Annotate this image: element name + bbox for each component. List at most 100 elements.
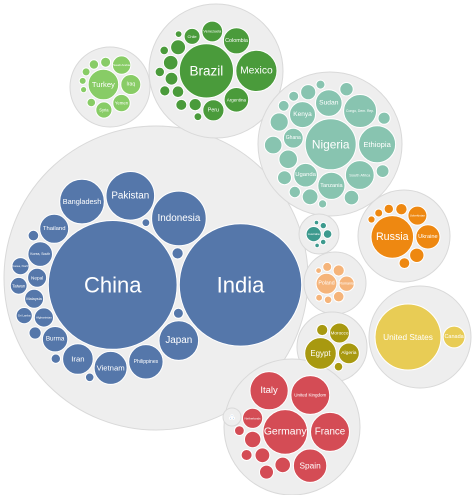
bubble-eastern-europe-7[interactable] (374, 208, 384, 218)
bubble-egypt[interactable] (304, 337, 337, 370)
bubble-middle-east-7[interactable] (86, 97, 97, 108)
bubble-venezuela[interactable] (201, 20, 224, 43)
bubble-western-europe-11[interactable] (234, 425, 245, 437)
bubble-sub-saharan-africa-19[interactable] (288, 185, 301, 199)
bubble-united-states[interactable] (374, 303, 442, 371)
bubble-algeria[interactable] (338, 342, 360, 365)
bubble-oceania-5[interactable] (313, 219, 320, 226)
bubble-central-europe-3[interactable] (332, 290, 345, 303)
bubble-uganda[interactable] (293, 162, 318, 188)
bubble-sub-saharan-africa-23[interactable] (318, 199, 328, 209)
bubble-pacific-1[interactable] (232, 416, 235, 420)
bubble-middle-east-9[interactable] (78, 76, 87, 85)
bubble-middle-east-8[interactable] (81, 67, 91, 77)
bubble-latin-america-11[interactable] (171, 85, 185, 98)
bubble-tanzania[interactable] (317, 171, 346, 200)
bubble-latin-america-10[interactable] (188, 98, 202, 112)
bubble-france[interactable] (310, 411, 350, 452)
bubble-latin-america-8[interactable] (162, 54, 179, 71)
bubble-syria[interactable] (95, 101, 113, 119)
bubble-pacific-2[interactable] (230, 414, 234, 418)
bubble-sub-saharan-africa-11[interactable] (263, 135, 283, 155)
bubble-oceania-2[interactable] (319, 221, 327, 230)
bubble-afghanistan[interactable] (33, 307, 55, 328)
bubble-canada[interactable] (442, 325, 466, 349)
bubble-iran[interactable] (62, 343, 94, 375)
bubble-uzbekistan[interactable] (407, 205, 428, 226)
bubble-indonesia[interactable] (151, 190, 207, 247)
bubble-central-europe-2[interactable] (332, 264, 345, 277)
bubble-yemen[interactable] (112, 93, 131, 113)
bubble-malaysia[interactable] (24, 288, 45, 309)
bubble-argentina[interactable] (223, 87, 250, 113)
bubble-sri-lanka[interactable] (15, 307, 33, 325)
bubble-central-europe-7[interactable] (315, 267, 323, 275)
bubble-north-africa-4[interactable] (333, 361, 344, 372)
bubble-turkey[interactable] (87, 68, 120, 101)
bubble-ukraine[interactable] (415, 224, 441, 250)
bubble-oceania-3[interactable] (319, 238, 327, 246)
bubble-chile[interactable] (183, 27, 201, 45)
bubble-east-south-asia-24[interactable] (141, 218, 151, 228)
bubble-latin-america-16[interactable] (193, 112, 203, 122)
bubble-east-south-asia-21[interactable] (172, 307, 184, 319)
bubble-nepal[interactable] (27, 267, 48, 288)
bubble-latin-america-13[interactable] (159, 85, 171, 97)
bubble-colombia[interactable] (222, 27, 251, 55)
bubble-sub-saharan-africa-12[interactable] (301, 188, 319, 206)
bubble-latin-america-7[interactable] (170, 39, 187, 56)
bubble-sudan[interactable] (315, 89, 343, 117)
bubble-pakistan[interactable] (105, 171, 156, 221)
bubble-central-europe-5[interactable] (323, 295, 333, 305)
bubble-mexico[interactable] (235, 49, 278, 93)
bubble-japan[interactable] (158, 320, 200, 361)
bubble-pacific-0[interactable] (229, 416, 232, 420)
bubble-poland[interactable] (315, 272, 338, 295)
bubble-vietnam[interactable] (93, 350, 128, 385)
bubble-sub-saharan-africa-14[interactable] (343, 189, 360, 206)
bubble-east-south-asia-19[interactable] (171, 247, 184, 260)
bubble-china[interactable] (47, 220, 178, 350)
bubble-eastern-europe-8[interactable] (367, 215, 376, 224)
bubble-spain[interactable] (292, 448, 328, 483)
bubble-taiwan[interactable] (9, 276, 28, 295)
bubble-peru[interactable] (202, 99, 225, 122)
bubble-western-europe-7[interactable] (274, 456, 292, 474)
bubble-sub-saharan-africa-15[interactable] (277, 170, 292, 186)
bubble-north-africa-3[interactable] (316, 323, 329, 337)
bubble-germany[interactable] (262, 409, 309, 455)
bubble-latin-america-14[interactable] (154, 66, 166, 78)
bubble-sub-saharan-africa-13[interactable] (300, 84, 317, 101)
bubble-latin-america-12[interactable] (175, 98, 188, 111)
bubble-middle-east-10[interactable] (80, 86, 88, 94)
bubble-sub-saharan-africa-16[interactable] (339, 82, 354, 97)
bubble-eastern-europe-3[interactable] (409, 247, 425, 264)
bubble-east-south-asia-20[interactable] (27, 229, 40, 242)
bubble-russia[interactable] (370, 215, 415, 259)
bubble-philippines[interactable] (128, 344, 164, 380)
bubble-central-europe-4[interactable] (322, 261, 333, 272)
bubble-morocco[interactable] (329, 322, 350, 344)
bubble-sub-saharan-africa-20[interactable] (277, 99, 290, 112)
bubble-sub-saharan-africa-21[interactable] (288, 90, 300, 102)
bubble-east-south-asia-23[interactable] (84, 372, 95, 383)
bubble-central-europe-6[interactable] (315, 293, 324, 302)
bubble-middle-east-5[interactable] (100, 56, 112, 68)
bubble-sub-saharan-africa-17[interactable] (375, 164, 390, 179)
bubble-australia[interactable] (305, 226, 322, 243)
bubble-kenya[interactable] (289, 101, 316, 129)
bubble-oceania-1[interactable] (322, 229, 333, 239)
bubble-eastern-europe-5[interactable] (398, 257, 411, 270)
bubble-latin-america-17[interactable] (174, 30, 183, 38)
bubble-netherlands[interactable] (242, 407, 264, 429)
bubble-eastern-europe-6[interactable] (383, 203, 394, 215)
bubble-latin-america-15[interactable] (159, 45, 169, 56)
bubble-sub-saharan-africa-9[interactable] (278, 149, 299, 170)
bubble-brazil[interactable] (178, 43, 234, 99)
bubble-sub-saharan-africa-22[interactable] (315, 79, 326, 90)
bubble-oceania-4[interactable] (314, 242, 320, 249)
bubble-italy[interactable] (249, 371, 289, 411)
bubble-western-europe-10[interactable] (240, 449, 253, 461)
bubble-sub-saharan-africa-10[interactable] (269, 112, 289, 132)
bubble-middle-east-6[interactable] (88, 59, 100, 70)
